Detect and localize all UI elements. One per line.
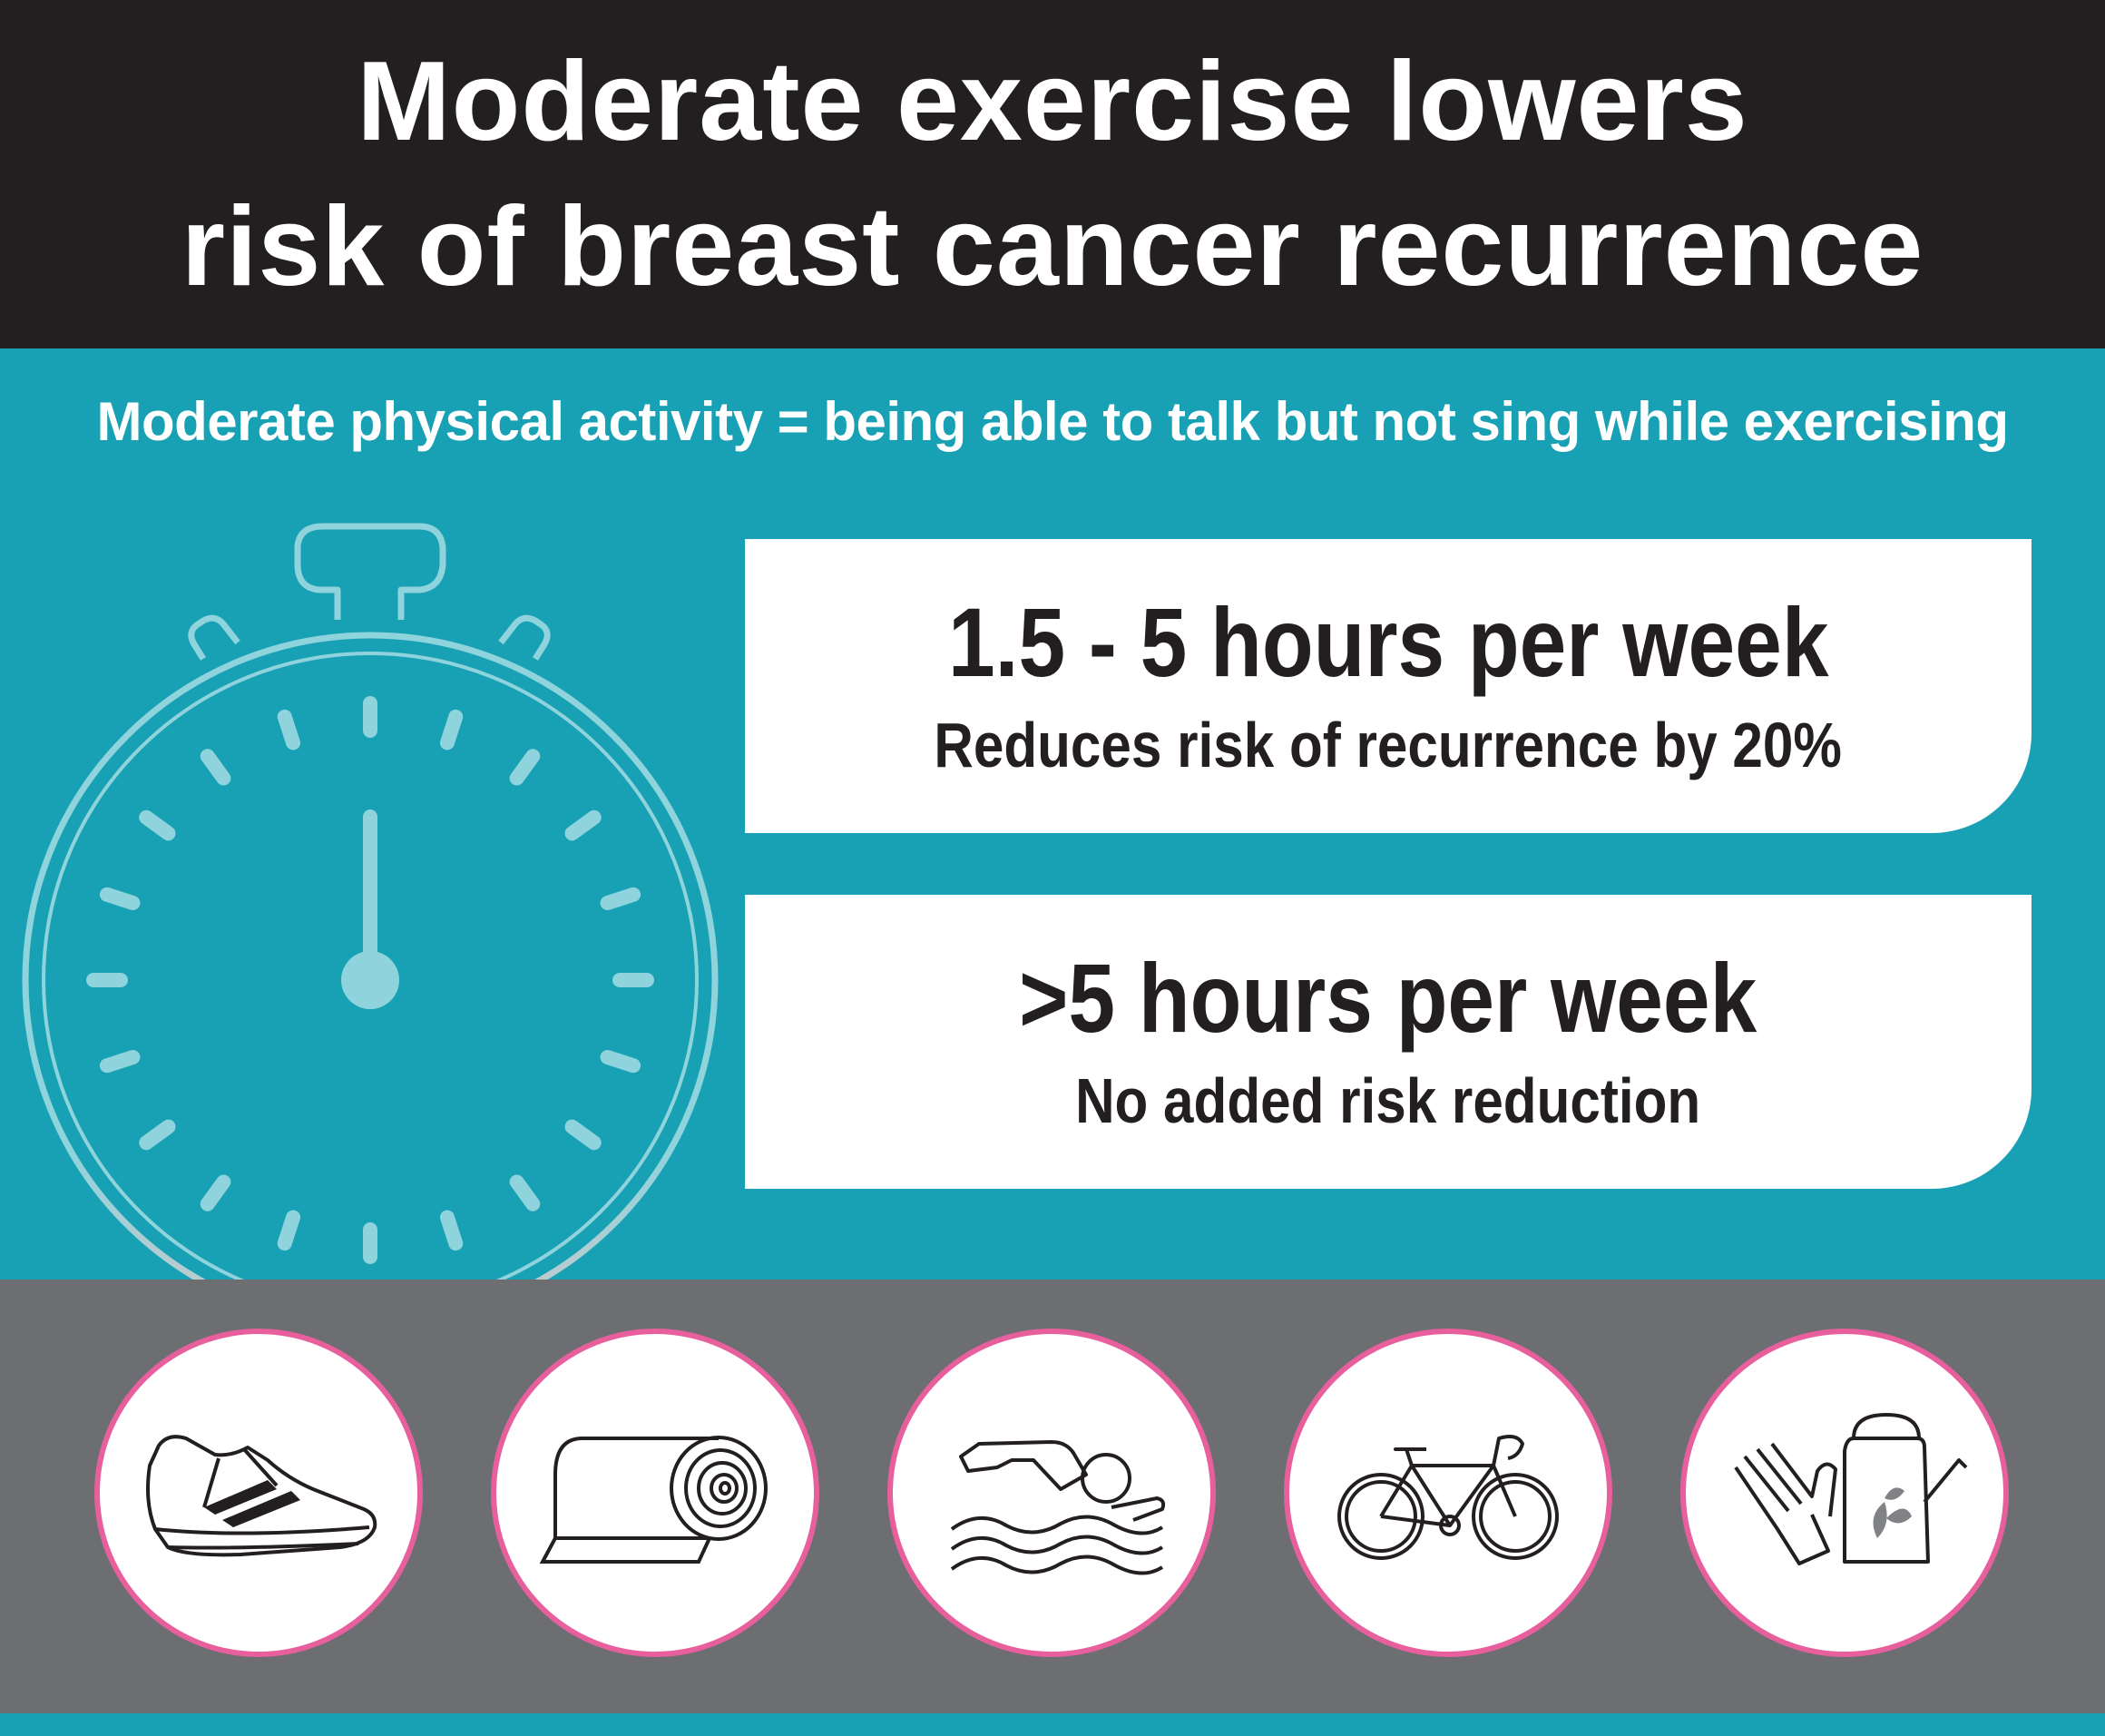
stopwatch-tick — [564, 809, 602, 841]
stopwatch-tick — [99, 887, 141, 911]
stopwatch-tick — [600, 887, 641, 911]
recommendation-card-2: >5 hours per week No added risk reductio… — [745, 895, 2032, 1189]
stopwatch-tick — [277, 709, 301, 750]
title-line-2: risk of breast cancer recurrence — [181, 184, 1924, 309]
activity-yoga — [491, 1329, 819, 1657]
card-2-headline: >5 hours per week — [1019, 943, 1757, 1053]
definition-text: Moderate physical activity = being able … — [96, 391, 2009, 452]
stopwatch-tick — [200, 1174, 231, 1211]
card-1-headline: 1.5 - 5 hours per week — [947, 587, 1829, 697]
activity-cycling — [1284, 1329, 1612, 1657]
stopwatch-icon — [22, 523, 719, 1307]
stopwatch-tick — [99, 1049, 141, 1074]
recommendation-card-1: 1.5 - 5 hours per week Reduces risk of r… — [745, 539, 2032, 833]
yoga-mat-icon — [539, 1436, 768, 1564]
title-banner: Moderate exercise lowers risk of breast … — [0, 0, 2105, 348]
stopwatch-tick — [277, 1210, 301, 1251]
stopwatch-tick — [200, 749, 231, 786]
card-1-detail: Reduces risk of recurrence by 20% — [934, 710, 1843, 780]
stopwatch-tick — [439, 1210, 464, 1251]
bottom-strip — [0, 1713, 2105, 1736]
gardening-icon — [1734, 1413, 1968, 1565]
stopwatch-tick — [139, 809, 176, 841]
stopwatch-tick — [439, 709, 464, 750]
stopwatch-tick — [509, 749, 541, 786]
stopwatch-tick — [139, 1119, 176, 1151]
activity-swimming — [887, 1329, 1216, 1657]
title-line-1: Moderate exercise lowers — [357, 39, 1748, 164]
stopwatch-tick — [564, 1119, 602, 1151]
bicycle-icon — [1337, 1435, 1559, 1560]
stopwatch-tick — [509, 1174, 541, 1211]
stopwatch-tick — [600, 1049, 641, 1074]
running-shoe-icon — [146, 1435, 377, 1557]
activity-gardening — [1680, 1329, 2009, 1657]
swimmer-icon — [950, 1440, 1166, 1575]
activity-running — [94, 1329, 423, 1657]
card-2-detail: No added risk reduction — [1075, 1065, 1701, 1136]
